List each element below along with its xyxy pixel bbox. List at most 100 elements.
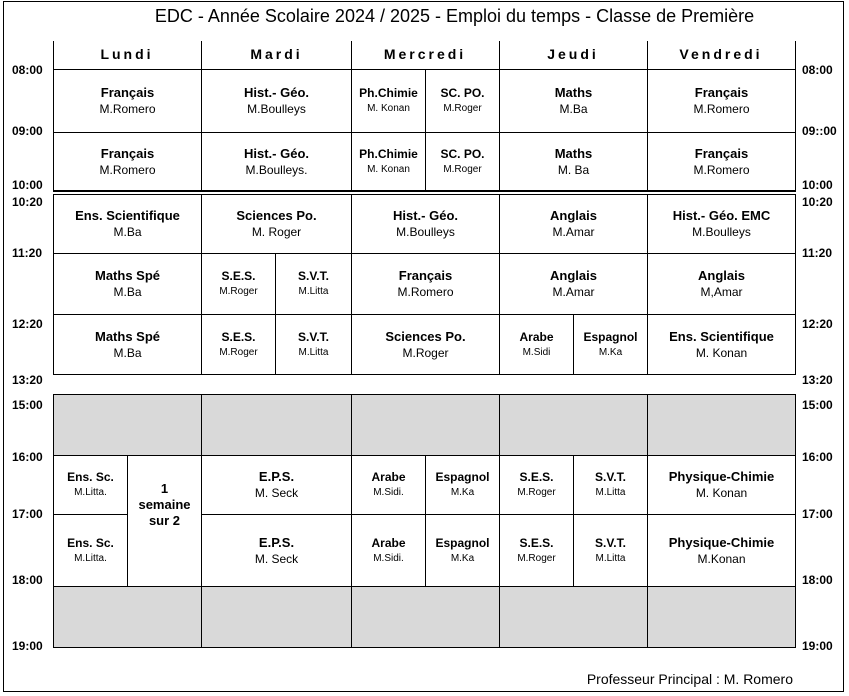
lesson-cell: Français M.Romero <box>53 132 202 192</box>
lesson-teacher: M.Amar <box>552 225 595 239</box>
lesson-cell: Maths Spé M.Ba <box>53 253 202 315</box>
time-label-left: 09:00 <box>12 124 43 138</box>
lesson-cell: 1 semaine sur 2 <box>127 455 202 587</box>
lesson-subject: Ens. Scientifique <box>669 328 774 344</box>
lesson-subject: Arabe <box>519 329 554 344</box>
lesson-cell: Français M.Romero <box>351 253 500 315</box>
lesson-teacher: M.Ba <box>559 102 588 116</box>
lesson-teacher: M.Boulleys. <box>245 163 308 177</box>
time-label-right: 13:20 <box>802 373 833 387</box>
lesson-teacher: M. Konan <box>367 103 410 114</box>
lesson-teacher: M.Litta <box>595 552 626 564</box>
lesson-teacher: M.Romero <box>397 285 454 299</box>
time-label-left: 16:00 <box>12 450 43 464</box>
lesson-cell: Physique-Chimie M. Konan <box>647 455 796 515</box>
lesson-subject: Français <box>100 85 155 100</box>
lesson-teacher: M.Romero <box>693 102 750 116</box>
lesson-cell: Hist.- Géo. M.Boulleys <box>201 69 352 133</box>
lesson-cell: S.V.T. M.Litta <box>275 314 352 375</box>
lesson-cell: Physique-Chimie M.Konan <box>647 514 796 587</box>
time-label-left: 10:20 <box>12 195 43 209</box>
time-label-left: 17:00 <box>12 507 43 521</box>
lesson-cell: Arabe M.Sidi. <box>351 455 426 515</box>
lesson-subject: Français <box>100 146 155 161</box>
lesson-teacher: M.Romero <box>99 102 156 116</box>
lesson-subject: Maths Spé <box>94 268 160 283</box>
day-header-mardi: Mardi <box>250 46 303 62</box>
empty-slot <box>351 586 500 648</box>
lesson-subject: Anglais <box>550 268 597 283</box>
lesson-cell: E.P.S. M. Seck <box>201 455 352 515</box>
lesson-teacher: M.Romero <box>693 163 750 177</box>
lesson-cell: Anglais M.Amar <box>499 194 648 254</box>
lesson-subject: Ph.Chimie <box>359 86 418 100</box>
time-label-right: 18:00 <box>802 573 833 587</box>
lesson-teacher: M.Roger <box>219 286 258 297</box>
lesson-teacher: M.Sidi <box>522 346 551 358</box>
lesson-subject: Sciences Po. <box>236 208 317 223</box>
break-separator <box>53 190 796 191</box>
lesson-subject: Hist.- Géo. EMC <box>672 208 771 223</box>
time-label-right: 10:00 <box>802 178 833 192</box>
lesson-cell: Ph.Chimie M. Konan <box>351 69 426 133</box>
lesson-cell: Arabe M.Sidi. <box>351 514 426 587</box>
lesson-subject: S.V.T. <box>298 269 329 283</box>
lesson-subject: Maths <box>554 146 593 161</box>
lesson-cell: S.V.T. M.Litta <box>573 514 648 587</box>
empty-slot <box>351 394 500 456</box>
lesson-subject: Ph.Chimie <box>359 147 418 161</box>
empty-slot <box>201 394 352 456</box>
empty-slot <box>647 586 796 648</box>
lesson-teacher: M.Roger <box>517 552 556 564</box>
time-label-left: 11:20 <box>12 246 43 260</box>
time-label-right: 12:20 <box>802 317 833 331</box>
lesson-cell: Français M.Romero <box>647 132 796 192</box>
header-divider <box>499 41 500 69</box>
time-label-right: 15:00 <box>802 398 833 412</box>
lesson-teacher: M.Romero <box>99 163 156 177</box>
lesson-subject: Anglais <box>550 208 597 223</box>
lesson-cell: Ens. Sc. M.Litta. <box>53 455 128 515</box>
lesson-teacher: M.Litta <box>595 487 626 498</box>
lesson-subject: Ens. Sc. <box>67 535 114 550</box>
lesson-teacher: M.Boulleys <box>396 225 455 239</box>
lesson-teacher: M.Boulleys <box>247 102 306 116</box>
lesson-subject: S.E.S. <box>221 269 256 283</box>
lesson-subject: Maths <box>554 85 593 100</box>
lesson-teacher: M.Ka <box>450 487 475 498</box>
lesson-cell: Hist.- Géo. M.Boulleys. <box>201 132 352 192</box>
lesson-subject: S.V.T. <box>298 329 329 344</box>
lesson-subject: Arabe <box>371 470 406 484</box>
lesson-teacher: M.Roger <box>219 346 258 358</box>
lesson-teacher: M.Roger <box>443 164 482 175</box>
day-header-vendredi: Vendredi <box>679 46 763 62</box>
lesson-teacher: M. Roger <box>251 225 302 239</box>
lesson-cell: Maths M. Ba <box>499 132 648 192</box>
footer-principal: Professeur Principal : M. Romero <box>586 671 793 687</box>
lesson-subject: E.P.S. <box>258 534 295 550</box>
lesson-subject: Anglais <box>698 268 745 283</box>
lesson-cell: S.E.S. M.Roger <box>499 514 574 587</box>
lesson-cell: SC. PO. M.Roger <box>425 132 500 192</box>
lesson-cell: S.V.T. M.Litta <box>275 253 352 315</box>
time-label-left: 18:00 <box>12 573 43 587</box>
time-label-right: 17:00 <box>802 507 833 521</box>
lesson-subject: Physique-Chimie <box>668 469 775 484</box>
lesson-cell: Ens. Scientifique M.Ba <box>53 194 202 254</box>
header-divider <box>795 41 796 69</box>
lesson-cell: Ens. Sc. M.Litta. <box>53 514 128 587</box>
lesson-subject: S.V.T. <box>595 470 626 484</box>
empty-slot <box>499 394 648 456</box>
lesson-cell: Espagnol M.Ka <box>425 514 500 587</box>
lesson-subject: S.E.S. <box>221 329 256 344</box>
lesson-cell: Hist.- Géo. M.Boulleys <box>351 194 500 254</box>
lesson-teacher: M.Roger <box>402 345 449 360</box>
lesson-teacher: M. Seck <box>254 486 299 500</box>
empty-slot <box>647 394 796 456</box>
time-label-right: 09::00 <box>802 124 837 138</box>
lesson-subject: Hist.- Géo. <box>243 85 309 100</box>
time-label-left: 13:20 <box>12 373 43 387</box>
lesson-subject: Espagnol <box>435 470 490 484</box>
lesson-teacher: M.Ba <box>113 225 142 239</box>
lesson-teacher: M.Sidi. <box>373 487 404 498</box>
